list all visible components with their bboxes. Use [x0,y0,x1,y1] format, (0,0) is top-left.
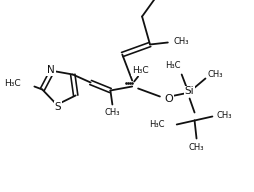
Text: H₃C: H₃C [131,66,148,75]
Text: H₃C: H₃C [165,61,180,70]
Text: O: O [164,94,173,104]
Text: Si: Si [184,87,194,97]
Text: H₃C: H₃C [149,120,164,129]
Text: CH₃: CH₃ [188,143,203,152]
Text: S: S [54,102,61,112]
Text: CH₃: CH₃ [173,37,189,46]
Text: N: N [47,65,55,75]
Text: CH₃: CH₃ [207,70,222,79]
Text: CH₃: CH₃ [216,111,231,120]
Text: H₃C: H₃C [4,79,21,88]
Text: CH₃: CH₃ [104,108,120,117]
